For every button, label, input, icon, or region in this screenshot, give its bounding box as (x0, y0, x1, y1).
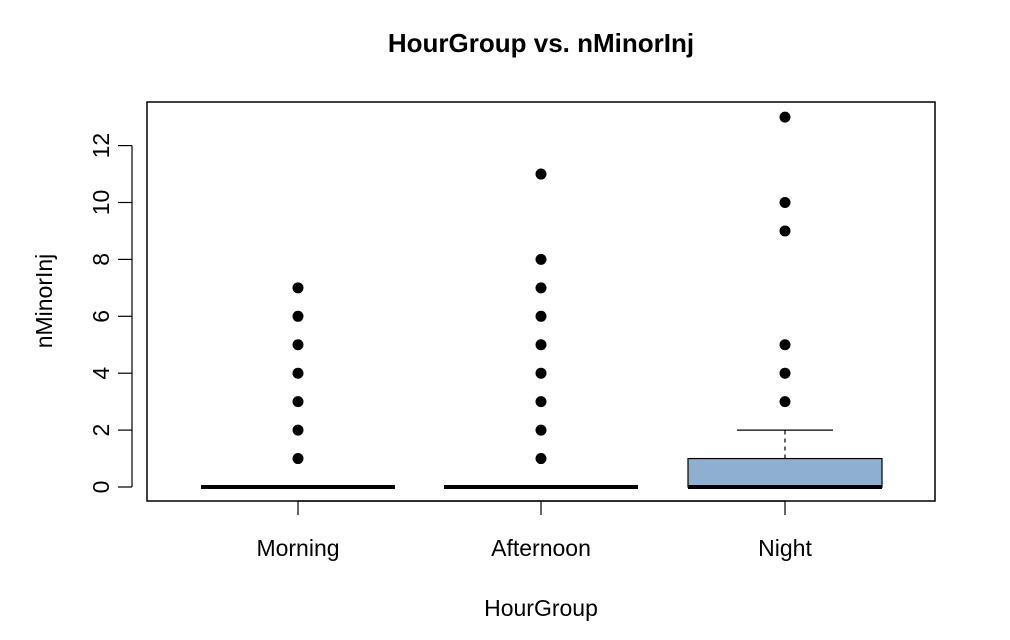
box-iqr (687, 457, 883, 488)
y-tick-label: 12 (88, 133, 114, 159)
outlier-point (292, 310, 304, 322)
outlier-point (292, 424, 304, 436)
outlier-point (779, 197, 791, 208)
outlier-point (535, 253, 547, 265)
x-axis-label: HourGroup (484, 595, 598, 621)
y-tick-label: 2 (88, 424, 114, 437)
outlier-point (779, 396, 791, 408)
outlier-point (535, 310, 547, 322)
y-tick-label: 10 (88, 190, 114, 216)
outlier-point (779, 111, 791, 123)
x-tick-label: Night (758, 535, 812, 561)
outlier-point (779, 225, 791, 237)
outlier-point (292, 367, 304, 379)
y-tick-label: 4 (88, 367, 114, 380)
outlier-point (292, 282, 304, 294)
chart-title: HourGroup vs. nMinorInj (388, 28, 694, 58)
outlier-point (779, 339, 791, 351)
y-tick-label: 6 (88, 310, 114, 323)
outlier-point (292, 339, 304, 351)
y-tick-label: 0 (88, 481, 114, 494)
outlier-point (535, 282, 547, 294)
plot-frame (146, 101, 936, 502)
outlier-point (535, 168, 547, 180)
plot-area: 0 2 4 6 8 10 12 Morning Afternoon Night (88, 111, 883, 561)
outlier-point (535, 424, 547, 436)
x-tick-label: Morning (256, 535, 339, 561)
outlier-point (292, 396, 304, 408)
outlier-point (779, 367, 791, 379)
outlier-point (535, 367, 547, 379)
y-tick-label: 8 (88, 253, 114, 266)
y-axis-label: nMinorInj (31, 254, 57, 349)
outlier-point (535, 339, 547, 351)
outlier-point (535, 396, 547, 408)
outlier-point (535, 453, 547, 465)
outlier-point (292, 453, 304, 465)
x-tick-label: Afternoon (491, 535, 591, 561)
